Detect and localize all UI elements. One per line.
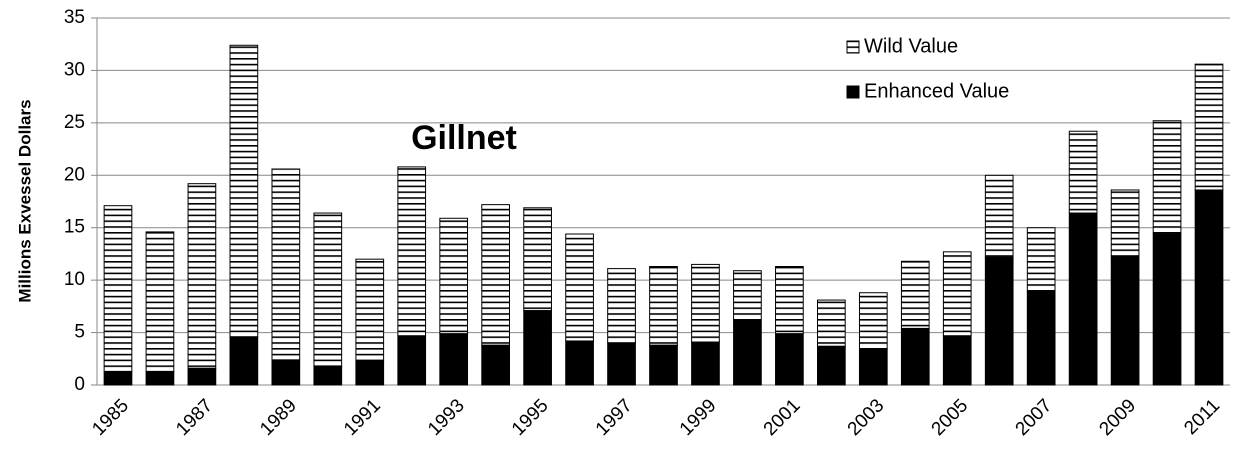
bar-segment: [1110, 189, 1140, 257]
bar-segment: [817, 299, 846, 347]
bar-segment: [187, 367, 217, 386]
y-tick-label: 0: [74, 374, 85, 395]
bar-segment: [481, 344, 510, 386]
x-tick-label: 1997: [592, 395, 637, 440]
bar-segment: [397, 335, 427, 386]
bar-segment: [1026, 291, 1056, 386]
bar-segment: [1152, 233, 1182, 386]
x-tick-label: 1987: [172, 395, 217, 440]
bar-segment: [1026, 227, 1056, 293]
bar-segment: [900, 327, 930, 386]
y-axis-label: Millions Exvessel Dollars: [15, 99, 34, 302]
bar-segment: [565, 233, 594, 342]
bar-segment: [1110, 255, 1140, 386]
bar-segment: [691, 341, 720, 386]
bar-segment: [523, 310, 552, 386]
y-tick-label: 10: [64, 269, 85, 290]
bar-segment: [691, 263, 720, 343]
bar-segment: [355, 360, 385, 386]
bar-segment: [355, 258, 385, 362]
bar-segment: [313, 365, 343, 386]
y-tick-label: 20: [64, 164, 85, 185]
x-tick-label: 2001: [760, 395, 805, 440]
bar-segment: [271, 168, 301, 361]
bar-segment: [481, 204, 510, 346]
bar-segment: [397, 166, 427, 337]
legend-swatch: [846, 40, 860, 54]
bar-segment: [103, 370, 133, 386]
x-tick-label: 1999: [676, 395, 721, 440]
bar-segment: [649, 344, 678, 386]
bar-segment: [271, 359, 301, 386]
bar-segment: [313, 212, 343, 367]
x-tick-label: 1989: [256, 395, 301, 440]
legend-label: Wild Value: [864, 35, 958, 57]
x-tick-label: 1985: [88, 395, 133, 440]
bar-segment: [984, 256, 1014, 386]
bar-segment: [1194, 63, 1224, 191]
bar-segment: [1152, 120, 1182, 235]
x-tick-label: 1995: [508, 395, 553, 440]
x-tick-label: 1993: [424, 395, 469, 440]
bar-segment: [942, 251, 972, 337]
bar-segment: [229, 336, 259, 386]
x-tick-label: 2007: [1012, 395, 1057, 440]
y-tick-label: 35: [64, 7, 85, 28]
bar-segment: [607, 342, 636, 386]
bar-segment: [187, 183, 217, 369]
x-tick-label: 1991: [340, 395, 385, 440]
bar-segment: [775, 333, 804, 386]
bar-segment: [103, 205, 133, 372]
bar-segment: [565, 340, 594, 386]
bar-segment: [145, 231, 175, 372]
y-tick-label: 5: [74, 322, 85, 343]
bar-segment: [439, 333, 469, 386]
x-tick-label: 2011: [1180, 395, 1224, 439]
bar-segment: [733, 270, 762, 321]
bar-segment: [775, 266, 804, 335]
bar-segment: [942, 335, 972, 386]
legend-label: Enhanced Value: [864, 80, 1009, 102]
bar-segment: [858, 292, 888, 350]
bar-segment: [649, 266, 678, 346]
bar-segment: [523, 207, 552, 312]
bar-segment: [1068, 130, 1098, 214]
y-tick-label: 15: [64, 217, 85, 238]
bar-segment: [817, 345, 846, 386]
x-tick-label: 2005: [928, 395, 973, 440]
y-tick-label: 25: [64, 112, 85, 133]
bar-segment: [229, 44, 259, 338]
y-tick-label: 30: [64, 59, 85, 80]
bar-segment: [439, 217, 469, 335]
bar-segment: [984, 174, 1014, 258]
bar-segment: [145, 370, 175, 386]
annotation: Gillnet: [411, 119, 517, 157]
legend-swatch: [846, 85, 860, 99]
x-tick-label: 2003: [844, 395, 889, 440]
bar-segment: [607, 268, 636, 344]
bar-segment: [1194, 189, 1224, 386]
bar-segment: [733, 319, 762, 386]
x-tick-label: 2009: [1095, 395, 1140, 440]
bar-segment: [900, 260, 930, 329]
bar-segment: [858, 348, 888, 386]
bar-segment: [1068, 212, 1098, 386]
